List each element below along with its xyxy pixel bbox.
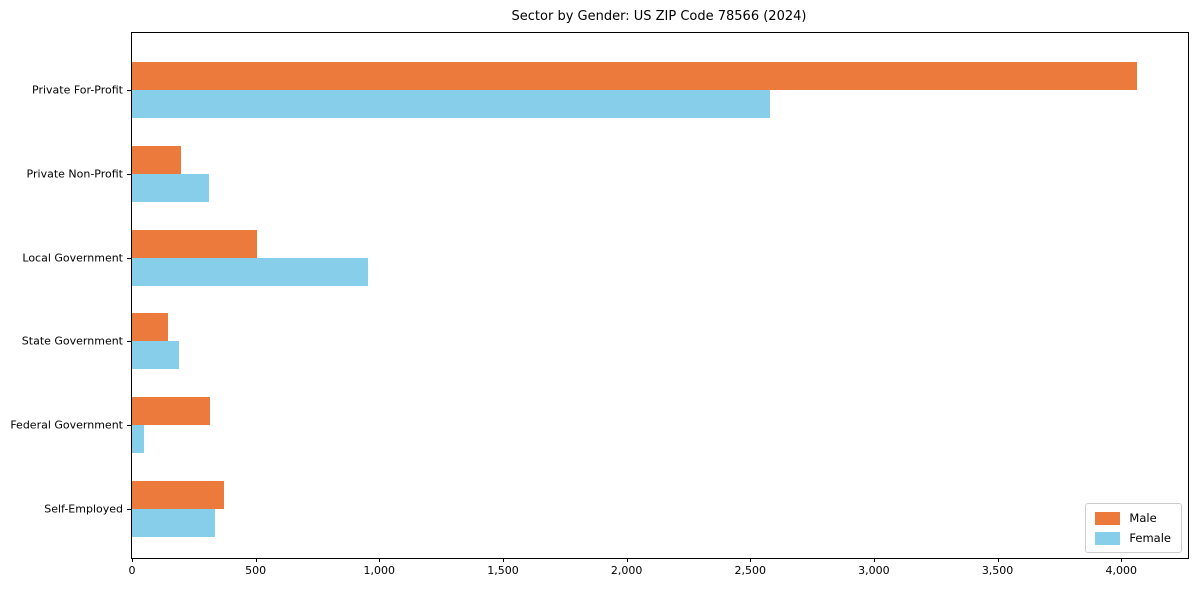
- y-tick-label-private-non-profit: Private Non-Profit: [26, 167, 123, 181]
- x-tick-mark-3500: [997, 558, 999, 562]
- x-tick-mark-2500: [750, 558, 752, 562]
- legend: Male Female: [1085, 503, 1182, 553]
- chart-title: Sector by Gender: US ZIP Code 78566 (202…: [511, 9, 807, 24]
- plot-area: Male Female Private For-Profit Private Non…: [10, 32, 1189, 577]
- x-tick-label-3000: 3,000: [858, 564, 890, 577]
- y-tick-label-state-government: State Government: [21, 334, 123, 348]
- bar-female-federal-government: [132, 425, 145, 454]
- x-tick-mark-1500: [502, 558, 504, 562]
- y-tick-label-local-government: Local Government: [22, 251, 123, 265]
- y-tick-label-federal-government: Federal Government: [10, 418, 123, 432]
- x-tick-mark-2000: [626, 558, 628, 562]
- y-tick-mark-state-government: [127, 341, 131, 343]
- legend-items: Male Female: [1095, 511, 1171, 545]
- y-tick-label-self-employed: Self-Employed: [44, 502, 123, 516]
- y-tick-label-private-for-profit: Private For-Profit: [32, 83, 123, 97]
- bar-female-local-government: [132, 257, 369, 286]
- x-tick-mark-1000: [379, 558, 381, 562]
- x-tick-label-1000: 1,000: [363, 564, 396, 577]
- bar-female-self-employed: [132, 509, 215, 537]
- x-tick-label-2500: 2,500: [734, 564, 767, 577]
- legend-swatch-male: [1095, 511, 1121, 525]
- x-tick-label-0: 0: [128, 564, 136, 577]
- bar-female-private-for-profit: [132, 90, 771, 118]
- bar-female-private-non-profit: [132, 173, 209, 202]
- x-tick-label-2000: 2,000: [610, 564, 643, 577]
- x-tick-label-4000: 4,000: [1105, 564, 1137, 577]
- bar-male-local-government: [132, 229, 257, 258]
- legend-label-female: Female: [1129, 531, 1171, 545]
- x-tick-label-1500: 1,500: [487, 564, 519, 577]
- bar-male-private-non-profit: [132, 145, 182, 174]
- legend-item-male: Male: [1095, 511, 1171, 525]
- bar-female-state-government: [132, 341, 179, 370]
- x-tick-label-3500: 3,500: [981, 564, 1014, 577]
- bar-male-state-government: [132, 313, 168, 342]
- y-tick-mark-private-non-profit: [127, 173, 131, 175]
- x-tick-label-500: 500: [245, 564, 267, 577]
- bar-male-private-for-profit: [132, 62, 1138, 90]
- x-tick-mark-0: [132, 558, 133, 562]
- legend-item-female: Female: [1095, 531, 1171, 545]
- bar-male-federal-government: [132, 397, 210, 426]
- legend-label-male: Male: [1129, 511, 1157, 525]
- y-tick-mark-self-employed: [127, 509, 131, 510]
- x-tick-mark-3000: [873, 558, 875, 562]
- bar-male-self-employed: [132, 481, 224, 509]
- x-tick-mark-500: [255, 558, 257, 562]
- y-tick-mark-federal-government: [127, 425, 131, 427]
- y-tick-mark-private-for-profit: [127, 90, 131, 91]
- y-tick-mark-local-government: [127, 257, 131, 259]
- x-tick-mark-4000: [1121, 558, 1123, 562]
- legend-swatch-female: [1095, 531, 1121, 545]
